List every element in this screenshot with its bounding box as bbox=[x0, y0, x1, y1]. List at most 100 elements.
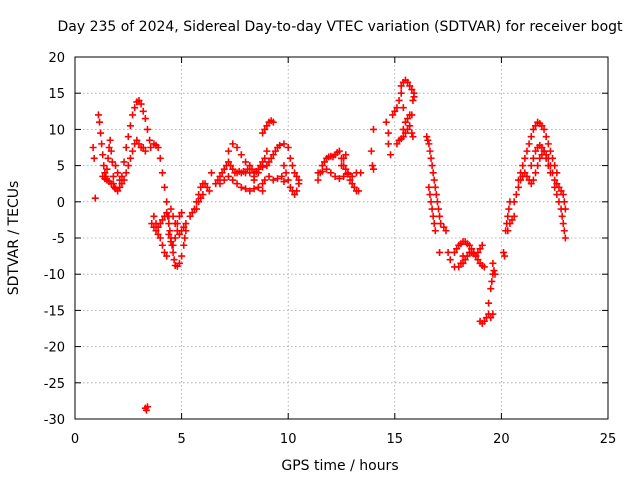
data-point bbox=[178, 252, 186, 260]
data-point bbox=[237, 151, 245, 159]
data-point bbox=[133, 136, 141, 144]
data-point bbox=[476, 245, 484, 253]
data-point bbox=[107, 147, 115, 155]
data-point bbox=[147, 144, 155, 151]
x-axis-label: GPS time / hours bbox=[281, 458, 398, 474]
data-point bbox=[171, 234, 179, 242]
y-tick-label: -10 bbox=[44, 268, 65, 283]
data-point bbox=[442, 227, 450, 235]
data-point bbox=[250, 185, 258, 193]
data-point bbox=[126, 122, 134, 130]
data-point bbox=[523, 147, 531, 155]
data-point bbox=[186, 212, 194, 220]
data-point bbox=[346, 176, 354, 184]
data-point bbox=[558, 212, 566, 220]
data-point bbox=[446, 256, 454, 264]
data-point bbox=[169, 248, 177, 256]
data-point bbox=[163, 198, 171, 206]
x-tick-label: 10 bbox=[280, 432, 297, 447]
data-point bbox=[340, 154, 348, 162]
data-point bbox=[269, 176, 277, 184]
data-point bbox=[487, 314, 495, 322]
data-point bbox=[399, 133, 407, 141]
data-point bbox=[175, 230, 183, 238]
data-point bbox=[527, 133, 535, 141]
data-point bbox=[404, 115, 412, 123]
data-point bbox=[286, 183, 294, 191]
data-point bbox=[178, 209, 186, 217]
data-point bbox=[428, 205, 436, 213]
data-point bbox=[295, 180, 303, 188]
data-point bbox=[318, 167, 326, 175]
data-point bbox=[428, 162, 436, 170]
data-point bbox=[158, 169, 166, 177]
data-point bbox=[175, 259, 183, 267]
data-point bbox=[519, 162, 527, 170]
data-point bbox=[131, 104, 139, 112]
y-tick-label: -20 bbox=[44, 341, 65, 356]
data-point bbox=[259, 129, 267, 137]
data-point bbox=[161, 183, 169, 191]
data-point bbox=[261, 154, 269, 162]
y-tick-label: 5 bbox=[57, 160, 65, 175]
data-point bbox=[141, 115, 149, 123]
data-point bbox=[165, 230, 173, 238]
data-point bbox=[521, 154, 529, 162]
data-point bbox=[540, 147, 548, 155]
data-point bbox=[399, 104, 407, 112]
data-point bbox=[529, 176, 537, 184]
y-tick-label: 10 bbox=[48, 123, 65, 138]
data-point bbox=[269, 118, 277, 126]
data-point bbox=[514, 176, 522, 184]
data-point bbox=[274, 175, 282, 183]
data-point bbox=[327, 169, 335, 177]
data-point bbox=[560, 198, 568, 206]
data-point bbox=[291, 191, 299, 199]
data-point bbox=[459, 259, 467, 267]
data-point bbox=[188, 209, 196, 217]
data-point bbox=[490, 267, 498, 275]
data-point bbox=[314, 176, 322, 184]
data-point bbox=[425, 140, 433, 148]
data-point bbox=[154, 223, 162, 231]
data-point bbox=[529, 154, 537, 162]
data-point bbox=[242, 158, 250, 166]
data-point bbox=[237, 183, 245, 191]
data-point bbox=[94, 111, 102, 119]
data-point bbox=[387, 151, 395, 159]
data-point bbox=[201, 180, 209, 188]
data-point bbox=[429, 169, 437, 177]
data-point bbox=[259, 163, 267, 171]
data-point bbox=[91, 194, 99, 202]
data-point bbox=[504, 212, 512, 220]
data-point bbox=[544, 162, 552, 170]
data-point bbox=[116, 183, 124, 191]
data-point bbox=[261, 125, 269, 133]
data-point bbox=[532, 169, 540, 177]
data-point bbox=[154, 144, 162, 151]
data-point bbox=[143, 403, 151, 411]
y-axis-label: SDTVAR / TECUs bbox=[6, 181, 22, 296]
data-point bbox=[455, 263, 463, 271]
data-point bbox=[161, 248, 169, 256]
data-point bbox=[242, 185, 250, 193]
data-point bbox=[510, 212, 518, 220]
data-point bbox=[216, 172, 224, 180]
data-point bbox=[284, 144, 292, 151]
data-point bbox=[120, 176, 128, 184]
data-point bbox=[559, 220, 567, 228]
data-point bbox=[152, 227, 160, 235]
data-point bbox=[271, 147, 279, 155]
data-point bbox=[118, 172, 126, 180]
data-point bbox=[199, 191, 207, 199]
data-point bbox=[109, 172, 117, 180]
data-point bbox=[553, 180, 561, 188]
data-point bbox=[382, 118, 390, 126]
data-point bbox=[278, 172, 286, 180]
data-point bbox=[254, 169, 262, 177]
data-point bbox=[263, 162, 271, 170]
data-point bbox=[158, 241, 166, 249]
data-point bbox=[218, 169, 226, 177]
data-point bbox=[291, 169, 299, 177]
data-point bbox=[169, 241, 177, 249]
